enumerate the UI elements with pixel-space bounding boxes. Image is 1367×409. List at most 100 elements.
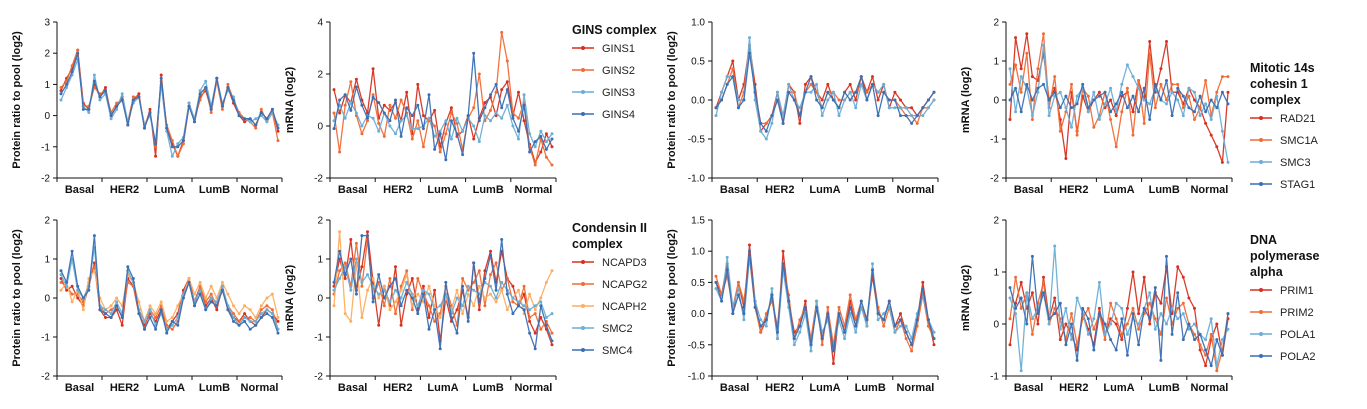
data-point-smc4: [483, 277, 487, 280]
data-point-rad21: [731, 59, 735, 63]
series-line-stag1: [715, 52, 935, 132]
data-point-ncaph2: [332, 304, 336, 308]
data-point-stag1: [820, 106, 824, 110]
data-point-prim2: [1209, 332, 1213, 336]
data-point-smc3: [1120, 82, 1124, 86]
legend-item-pola2: POLA2: [1280, 351, 1315, 363]
data-point-gins4: [511, 116, 515, 120]
data-point-gins4: [126, 123, 130, 127]
data-point-pola2: [887, 299, 891, 303]
data-point-smc1a: [1019, 90, 1023, 94]
data-point-gins1: [338, 111, 342, 115]
data-point-pola1: [759, 318, 763, 322]
data-point-pola1: [809, 349, 813, 353]
data-point-smc4: [143, 327, 146, 331]
data-point-gins1: [421, 114, 425, 118]
data-point-ncapd3: [276, 319, 280, 323]
data-point-stag1: [1153, 82, 1157, 86]
x-category-label: HER2: [383, 382, 412, 394]
data-point-ncaph2: [187, 277, 191, 280]
data-point-smc4: [248, 327, 252, 331]
data-point-pola2: [731, 312, 735, 316]
data-point-smc4: [410, 296, 414, 300]
x-category-label: Normal: [896, 184, 934, 196]
data-point-pola1: [871, 262, 874, 266]
data-point-gins3: [477, 140, 481, 144]
data-point-gins4: [265, 117, 269, 121]
data-point-stag1: [787, 90, 791, 94]
data-point-ncaph2: [544, 280, 548, 284]
data-point-pola2: [1226, 312, 1230, 316]
data-point-smc4: [193, 304, 196, 308]
series-line-smc1a: [1009, 33, 1228, 148]
data-point-gins2: [550, 163, 554, 167]
data-point-ncapd3: [332, 284, 336, 288]
data-point-gins2: [382, 134, 386, 138]
data-point-ncaph2: [533, 308, 537, 312]
data-point-pola1: [1019, 369, 1023, 373]
data-point-ncaph2: [193, 292, 196, 296]
legend-marker-pola1: [1259, 332, 1263, 336]
data-point-prim2: [904, 337, 908, 341]
data-point-gins1: [276, 129, 280, 133]
data-point-smc1a: [1125, 86, 1129, 90]
data-point-smc1a: [1120, 110, 1124, 114]
x-category-label: Basal: [65, 184, 94, 196]
data-point-rad21: [1204, 121, 1208, 125]
data-point-gins3: [528, 132, 532, 136]
y-tick-label: 1: [44, 80, 50, 91]
data-point-ncaph2: [550, 269, 554, 273]
data-point-stag1: [932, 90, 936, 94]
data-point-rad21: [854, 98, 858, 102]
data-point-pola1: [1047, 322, 1051, 326]
data-point-stag1: [848, 98, 852, 102]
data-point-gins3: [248, 120, 252, 124]
data-point-gins3: [371, 116, 375, 120]
data-point-gins3: [98, 98, 102, 102]
data-point-prim1: [932, 343, 936, 347]
data-point-gins3: [388, 124, 392, 128]
data-point-rad21: [826, 82, 830, 86]
data-point-stag1: [1058, 106, 1062, 110]
data-point-gins4: [98, 95, 102, 99]
data-point-ncaph2: [226, 292, 230, 296]
data-point-ncaph2: [455, 288, 459, 292]
data-point-pola2: [932, 337, 936, 341]
data-point-gins4: [115, 104, 119, 108]
data-point-stag1: [1131, 94, 1135, 98]
data-point-smc3: [876, 90, 880, 94]
y-tick-label: 0.0: [691, 96, 705, 107]
legend-title: alpha: [1250, 265, 1284, 279]
data-point-smc2: [59, 273, 63, 277]
data-point-pola1: [764, 324, 768, 328]
data-point-gins4: [349, 108, 353, 112]
data-point-gins4: [539, 134, 543, 138]
data-point-pola1: [1153, 327, 1157, 331]
y-tick-label: 0: [317, 122, 323, 133]
data-point-smc4: [170, 319, 174, 323]
data-point-gins4: [444, 158, 448, 162]
data-point-ncaph2: [259, 304, 263, 308]
data-point-stag1: [1215, 106, 1219, 110]
data-point-ncaph2: [109, 304, 113, 308]
data-point-gins2: [59, 86, 63, 89]
data-point-stag1: [843, 90, 847, 94]
data-point-smc4: [533, 347, 537, 351]
data-point-gins3: [399, 119, 403, 123]
data-point-ncaph2: [265, 296, 269, 300]
x-category-label: HER2: [1059, 184, 1088, 196]
data-point-pola1: [843, 337, 847, 341]
data-point-prim2: [1148, 301, 1152, 305]
data-point-gins4: [438, 132, 442, 136]
data-point-smc3: [1187, 86, 1191, 90]
data-point-gins2: [494, 90, 498, 94]
data-point-pola2: [1047, 317, 1051, 321]
data-point-ncapg2: [92, 265, 96, 269]
data-point-ncaph2: [59, 288, 63, 292]
data-point-pola2: [1165, 254, 1168, 258]
data-point-stag1: [1148, 118, 1152, 121]
data-point-stag1: [899, 114, 902, 118]
data-point-gins3: [92, 73, 96, 77]
data-point-pola2: [904, 330, 908, 334]
data-point-gins4: [338, 98, 342, 102]
